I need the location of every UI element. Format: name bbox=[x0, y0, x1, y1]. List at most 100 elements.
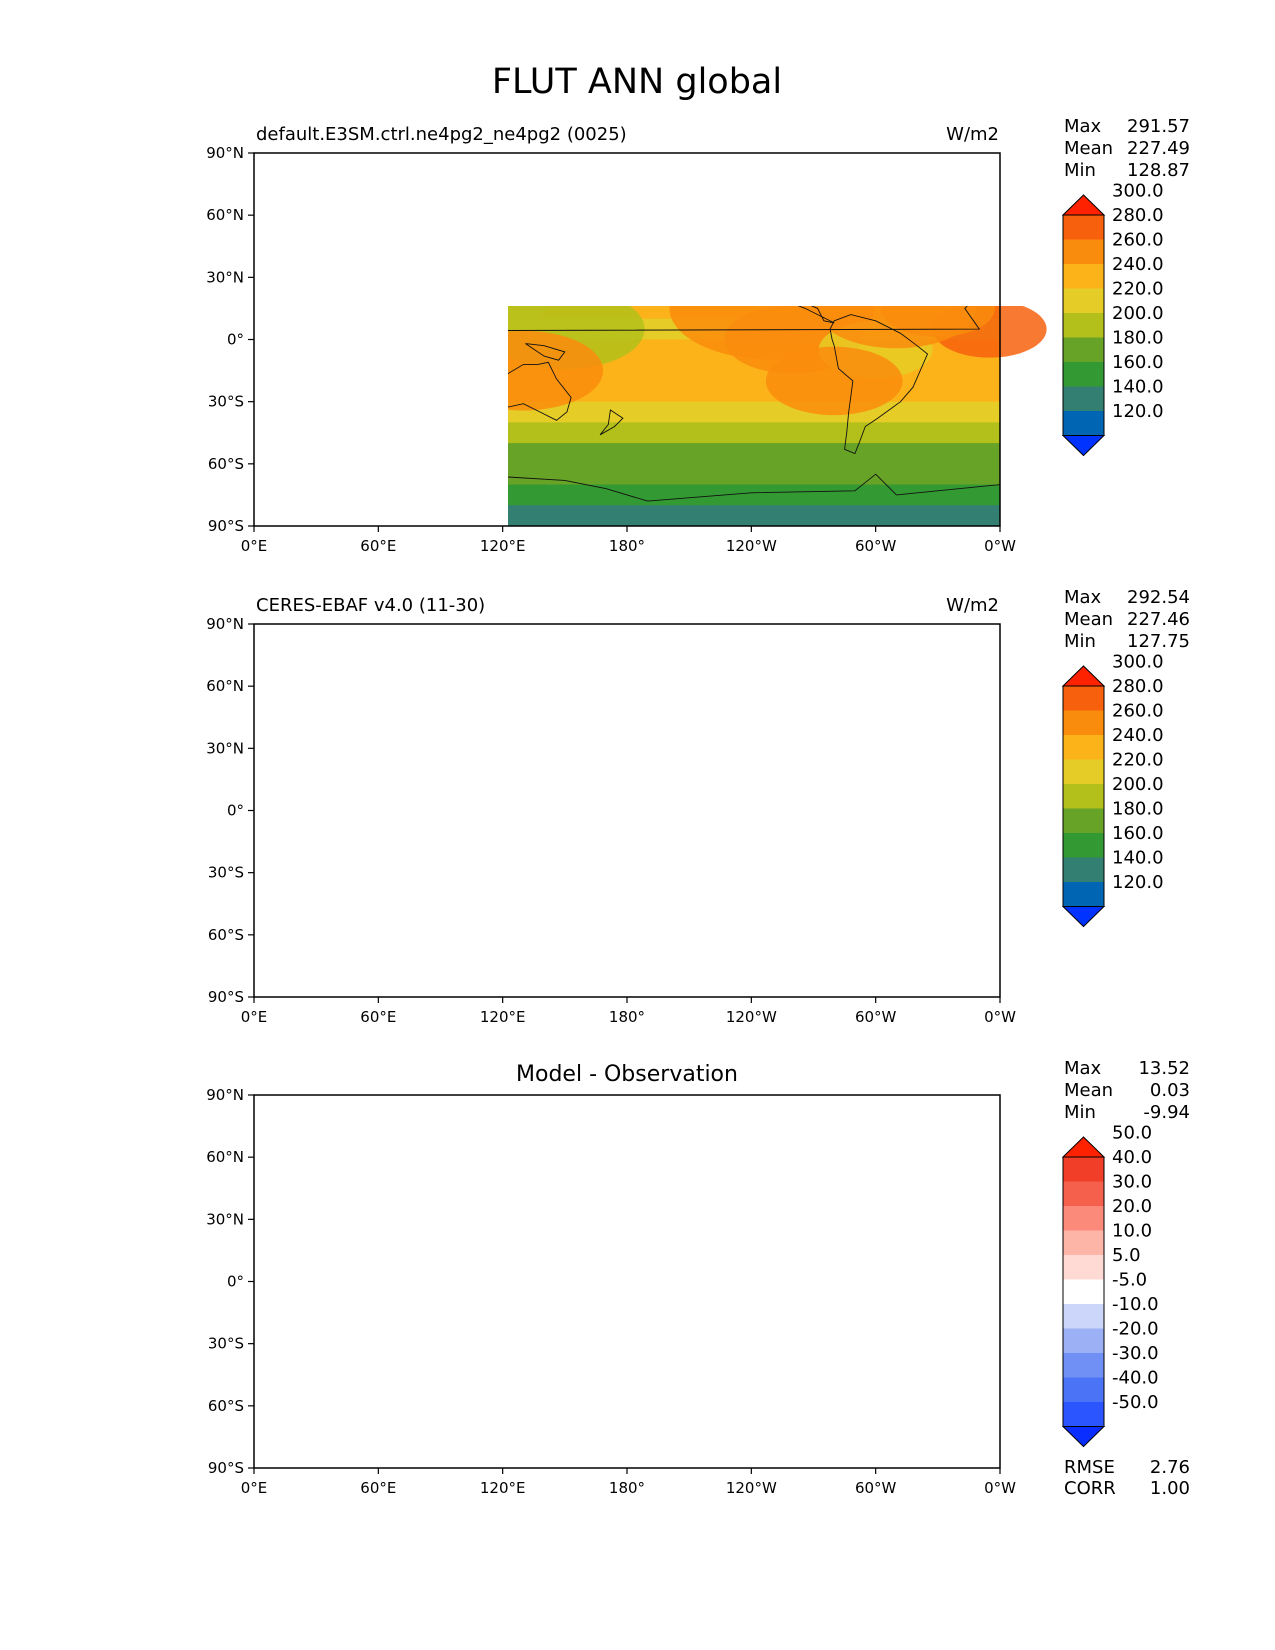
coastline bbox=[254, 182, 994, 323]
colorbar-extend-min bbox=[1061, 1426, 1106, 1448]
colorbar-tick-label: 280.0 bbox=[1112, 676, 1164, 697]
stat-value: 292.54 bbox=[1127, 587, 1190, 608]
field-feature bbox=[933, 772, 1047, 829]
colorbar-segment bbox=[1063, 1402, 1104, 1427]
stat-label: Min bbox=[1064, 160, 1096, 181]
field-feature bbox=[227, 285, 364, 353]
y-tick-label: 60°N bbox=[206, 206, 244, 224]
colorbar-frame bbox=[1062, 1156, 1105, 1427]
coastline bbox=[271, 734, 990, 881]
colorbar-segment bbox=[1063, 833, 1104, 858]
x-tick-label: 120°E bbox=[480, 1479, 526, 1497]
diff-blob bbox=[372, 1219, 488, 1281]
x-tick-label: 0°W bbox=[984, 1479, 1016, 1497]
coastline bbox=[523, 1190, 548, 1217]
x-tick-label: 60°E bbox=[360, 1479, 396, 1497]
panel-left-title: CERES-EBAF v4.0 (11-30) bbox=[256, 595, 485, 616]
colorbar-segment bbox=[1063, 386, 1104, 412]
field-feature bbox=[669, 728, 874, 831]
coastline bbox=[271, 1205, 990, 1352]
panel-difference: Model - Observation 0°E 60°E 120°E 180° 120°… bbox=[206, 1058, 1190, 1499]
colorbar-extend-max bbox=[1061, 1136, 1106, 1158]
panel-observation: CERES-EBAF v4.0 (11-30) W/m2 0°E 60°E 120°… bbox=[206, 587, 1190, 1026]
coastline bbox=[345, 835, 357, 862]
field-band bbox=[508, 443, 1000, 465]
coastline bbox=[523, 248, 548, 275]
y-axis: 90°N 60°N 30°N 0° 30°S 60°S 90°S bbox=[206, 1086, 254, 1477]
x-tick-label: 120°W bbox=[726, 537, 777, 555]
coastline bbox=[451, 802, 472, 823]
y-tick-label: 90°S bbox=[208, 988, 244, 1006]
colorbar-segment bbox=[1063, 313, 1104, 338]
coastlines bbox=[254, 1112, 1000, 1468]
field-feature bbox=[508, 330, 604, 411]
colorbar-tick-label: 220.0 bbox=[1112, 750, 1164, 771]
colorbar-extend-min bbox=[1061, 906, 1106, 928]
x-tick-label: 60°W bbox=[855, 537, 897, 555]
coastline bbox=[345, 1306, 357, 1333]
y-tick-label: 0° bbox=[227, 331, 244, 349]
x-tick-label: 0°W bbox=[984, 1008, 1016, 1026]
colorbar-tick-label: -10.0 bbox=[1112, 1294, 1159, 1315]
field-band bbox=[508, 484, 1000, 506]
colorbar-tick-label: 240.0 bbox=[1112, 254, 1164, 275]
y-axis: 90°N 60°N 30°N 0° 30°S 60°S 90°S bbox=[206, 144, 254, 535]
field-band bbox=[254, 728, 1000, 749]
coastline bbox=[254, 1416, 1000, 1468]
y-tick-label: 60°S bbox=[208, 455, 244, 473]
x-tick-label: 60°W bbox=[855, 1479, 897, 1497]
diff-blob bbox=[646, 1221, 708, 1267]
colorbar-tick-label: 160.0 bbox=[1112, 823, 1164, 844]
colorbar-segment bbox=[1063, 882, 1104, 907]
field-feature bbox=[296, 790, 378, 831]
colorbar-segment bbox=[1063, 710, 1104, 736]
colorbar-tick-label: -40.0 bbox=[1112, 1368, 1159, 1389]
coastline bbox=[478, 354, 490, 358]
colorbar-segment bbox=[1063, 337, 1104, 363]
colorbar-segment bbox=[1063, 759, 1104, 785]
coastline bbox=[345, 364, 357, 391]
colorbar-segment bbox=[1063, 1279, 1104, 1305]
colorbar-tick-label: 20.0 bbox=[1112, 1196, 1152, 1217]
coastline bbox=[600, 1352, 623, 1377]
colorbar-segment bbox=[1063, 686, 1104, 711]
coastline bbox=[797, 306, 835, 324]
coastline bbox=[830, 786, 927, 925]
coastline bbox=[490, 1304, 571, 1362]
field-feature bbox=[238, 823, 352, 880]
colorbar-tick-label: 220.0 bbox=[1112, 279, 1164, 300]
stat-value: 128.87 bbox=[1127, 160, 1190, 181]
colorbar-tick-label: 120.0 bbox=[1112, 401, 1164, 422]
coastline bbox=[490, 833, 571, 891]
field-feature bbox=[289, 260, 426, 328]
stat-value: 13.52 bbox=[1138, 1058, 1190, 1079]
y-tick-label: 30°N bbox=[206, 1210, 244, 1228]
colorbar-tick-label: 180.0 bbox=[1112, 328, 1164, 349]
y-tick-label: 60°N bbox=[206, 677, 244, 695]
stats-box: Max 292.54 Mean 227.46 Min 127.75 bbox=[1064, 587, 1190, 652]
diff-blob bbox=[724, 1284, 753, 1313]
stat-label: Mean bbox=[1064, 609, 1113, 630]
field-feature bbox=[766, 818, 903, 886]
colorbar-extend-max bbox=[1061, 665, 1106, 687]
diff-blob bbox=[623, 1201, 648, 1209]
diff-blob bbox=[387, 1246, 445, 1275]
x-tick-label: 180° bbox=[609, 537, 645, 555]
field-band bbox=[254, 790, 1000, 811]
colorbar-segment bbox=[1063, 215, 1104, 240]
coastline bbox=[988, 690, 996, 707]
stat-label: CORR bbox=[1064, 1478, 1116, 1499]
field-band bbox=[254, 194, 1000, 215]
field-feature bbox=[765, 346, 903, 416]
colorbar-tick-label: 50.0 bbox=[1112, 1123, 1152, 1144]
y-tick-label: 30°N bbox=[206, 739, 244, 757]
colorbar-segment bbox=[1063, 264, 1104, 289]
field-feature bbox=[817, 740, 977, 820]
field-band bbox=[254, 174, 1000, 195]
field-band bbox=[254, 624, 1000, 645]
map-plot bbox=[254, 1095, 1000, 1468]
diff-blob bbox=[486, 1248, 527, 1294]
coastline bbox=[482, 325, 501, 348]
field-band bbox=[508, 401, 1000, 423]
colorbar-segment bbox=[1063, 808, 1104, 834]
